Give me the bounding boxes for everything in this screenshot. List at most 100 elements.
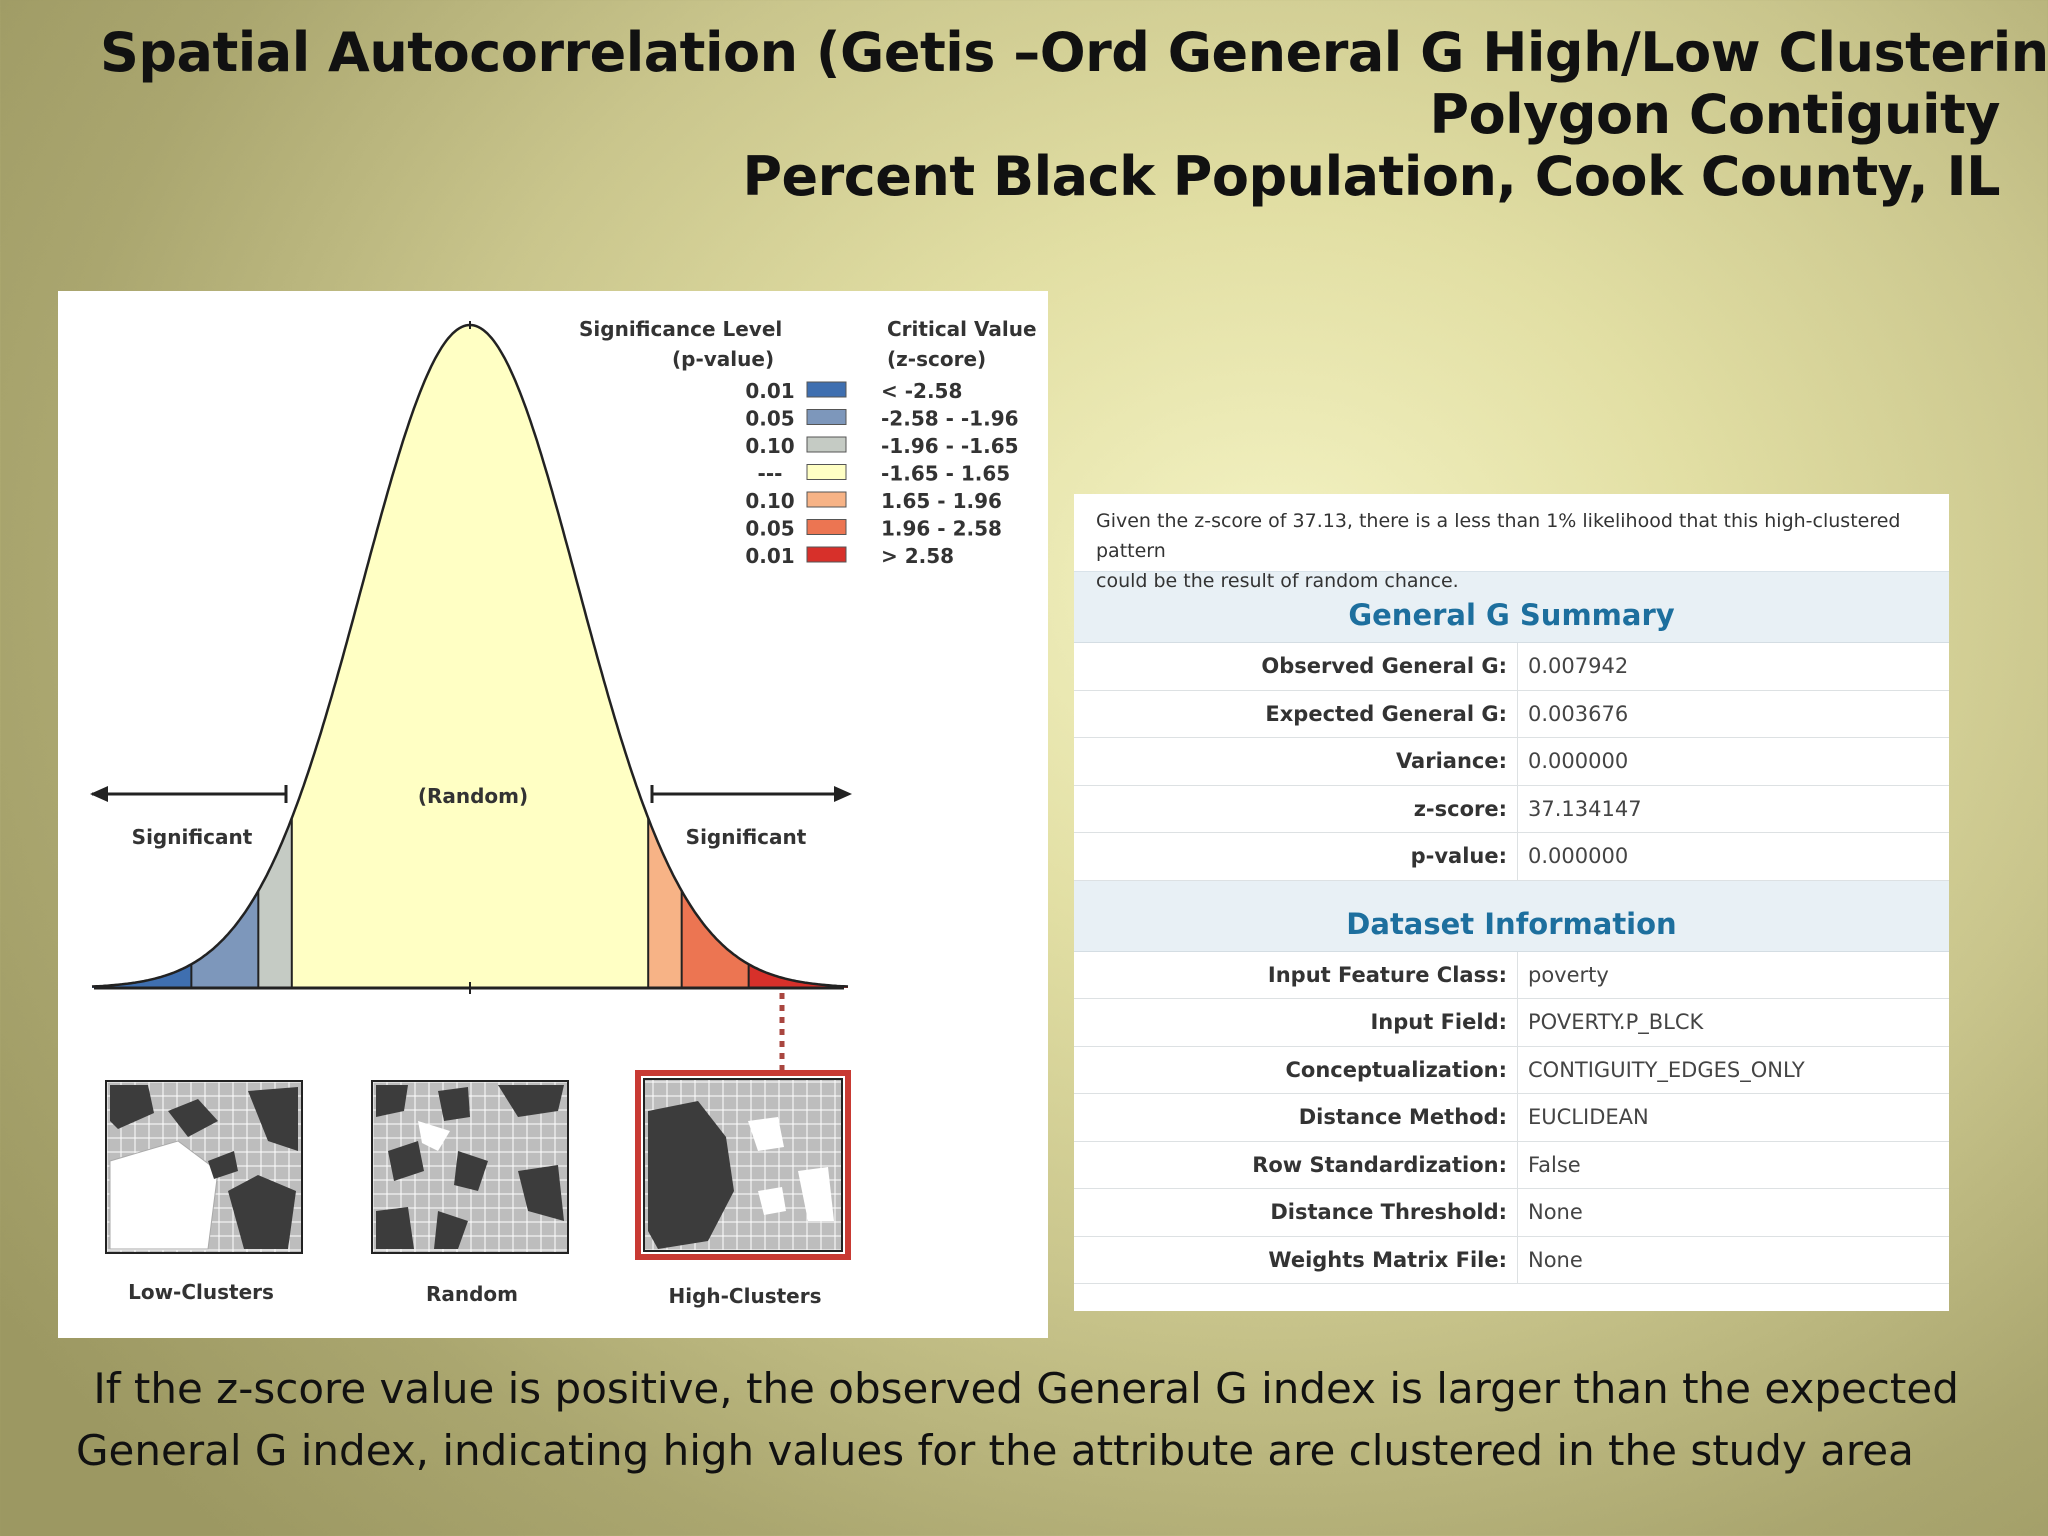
dataset-key: Row Standardization: [1074, 1141, 1518, 1188]
dataset-value: False [1528, 1152, 1581, 1177]
thumbnail-low-clusters [105, 1080, 303, 1254]
summary-key: Expected General G: [1074, 690, 1518, 737]
dataset-key: Input Field: [1074, 999, 1518, 1046]
summary-key: p-value: [1074, 833, 1518, 880]
legend-z-score: 1.65 - 1.96 [881, 489, 1002, 513]
dataset-table: Input Feature Class: poverty Input Field: P… [1074, 951, 1949, 1284]
general-g-report: Given the z-score of 37.13, there is a l… [1074, 494, 1949, 1311]
thumbnail-high-clusters [635, 1070, 851, 1260]
legend-z-score: -2.58 - -1.96 [881, 407, 1019, 431]
title-line-2: Polygon Contiguity [1429, 83, 2001, 146]
right-arrow [650, 785, 852, 803]
dataset-row: Input Feature Class: poverty [1074, 951, 1949, 999]
title-line-1: Spatial Autocorrelation (Getis –Ord Gene… [100, 21, 2048, 84]
slide-title: Spatial Autocorrelation (Getis –Ord Gene… [100, 21, 2048, 208]
legend-row: 0.01 > 2.58 [745, 544, 954, 568]
dataset-key: Weights Matrix File: [1074, 1236, 1518, 1283]
summary-row: z-score: 37.134147 [1074, 785, 1949, 833]
legend-swatch [806, 546, 847, 563]
summary-value: 0.007942 [1528, 654, 1629, 678]
thumbnail-random-label: Random [426, 1282, 518, 1306]
summary-value: 0.000000 [1528, 844, 1629, 868]
thumbnail-high-label: High-Clusters [668, 1284, 821, 1308]
legend-p-value: 0.10 [745, 489, 794, 513]
dataset-row: Distance Method: EUCLIDEAN [1074, 1094, 1949, 1142]
legend-z-score: -1.65 - 1.65 [881, 462, 1010, 486]
summary-row: Observed General G: 0.007942 [1074, 643, 1949, 691]
legend-header-crit: Critical Value [887, 317, 1037, 341]
legend-swatch [806, 519, 847, 535]
summary-value: 0.000000 [1528, 749, 1629, 773]
significant-left-label: Significant [132, 825, 253, 849]
summary-row: Variance: 0.000000 [1074, 738, 1949, 786]
dataset-value: None [1528, 1200, 1583, 1224]
random-label: (Random) [418, 784, 528, 808]
dataset-row: Distance Threshold: None [1074, 1189, 1949, 1237]
curve-band-dividers [190, 818, 750, 988]
dataset-value: poverty [1528, 962, 1609, 987]
significant-right-label: Significant [686, 825, 807, 849]
thumbnail-random [371, 1080, 569, 1254]
legend-swatch [806, 409, 847, 425]
legend-p-value: --- [758, 462, 783, 486]
curve-band [681, 325, 749, 988]
legend-row: 0.05 1.96 - 2.58 [745, 517, 1002, 541]
title-line-3: Percent Black Population, Cook County, I… [742, 145, 2000, 208]
summary-value: 0.003676 [1528, 701, 1629, 726]
legend-swatch [806, 436, 847, 453]
curve-band [291, 325, 649, 988]
dataset-value: CONTIGUITY_EDGES_ONLY [1528, 1057, 1805, 1082]
summary-heading: General G Summary [1074, 572, 1949, 643]
legend-swatch [806, 491, 847, 508]
legend-z-score: > 2.58 [881, 544, 954, 568]
legend-row: 0.01 < -2.58 [745, 379, 962, 403]
legend-row: 0.10 1.65 - 1.96 [745, 489, 1002, 513]
slide-caption: If the z-score value is positive, the ob… [76, 1358, 1980, 1482]
summary-value: 37.134147 [1528, 796, 1642, 821]
report-intro: Given the z-score of 37.13, there is a l… [1074, 494, 1949, 592]
curve-band [191, 325, 259, 988]
dataset-row: Conceptualization: CONTIGUITY_EDGES_ONLY [1074, 1046, 1949, 1094]
legend-p-value: 0.05 [745, 517, 794, 541]
dataset-row: Input Field: POVERTY.P_BLCK [1074, 999, 1949, 1047]
legend-swatch [806, 464, 847, 480]
summary-row: Expected General G: 0.003676 [1074, 690, 1949, 738]
legend-p-value: 0.05 [745, 407, 794, 431]
legend-row: --- -1.65 - 1.65 [758, 462, 1011, 486]
legend-z-score: < -2.58 [881, 379, 962, 403]
legend-header-crit-sub: (z-score) [887, 347, 986, 371]
dataset-value: POVERTY.P_BLCK [1528, 1010, 1704, 1034]
dataset-value: None [1528, 1247, 1583, 1272]
summary-row: p-value: 0.000000 [1074, 833, 1949, 881]
dataset-key: Distance Method: [1074, 1094, 1518, 1141]
caption-line-1: If the z-score value is positive, the ob… [80, 1364, 1959, 1413]
legend-z-score: -1.96 - -1.65 [881, 434, 1019, 458]
left-arrow [90, 785, 288, 803]
dataset-key: Input Feature Class: [1074, 951, 1518, 998]
legend-p-value: 0.01 [745, 544, 794, 568]
legend-row: 0.10 -1.96 - -1.65 [745, 434, 1018, 458]
dataset-heading: Dataset Information [1074, 880, 1949, 952]
dataset-row: Weights Matrix File: None [1074, 1236, 1949, 1284]
legend-p-value: 0.01 [745, 379, 794, 403]
legend-z-score: 1.96 - 2.58 [881, 517, 1002, 541]
thumbnail-low-label: Low-Clusters [128, 1280, 274, 1304]
summary-key: Observed General G: [1074, 643, 1518, 690]
dataset-row: Row Standardization: False [1074, 1141, 1949, 1189]
report-intro-line-1: Given the z-score of 37.13, there is a l… [1096, 510, 1901, 562]
legend-swatch [806, 381, 847, 398]
significance-legend: 0.01 < -2.58 0.05 -2.58 - -1.96 0.10 -1.96 - … [745, 379, 1018, 568]
summary-key: Variance: [1074, 738, 1518, 785]
legend-header-sig: Significance Level [579, 317, 782, 341]
curve-band [92, 325, 192, 988]
dataset-key: Distance Threshold: [1074, 1189, 1518, 1236]
dataset-value: EUCLIDEAN [1528, 1105, 1649, 1129]
caption-line-2: General G index, indicating high values … [76, 1426, 1914, 1475]
summary-key: z-score: [1074, 785, 1518, 832]
summary-table: Observed General G: 0.007942 Expected Gene… [1074, 643, 1949, 881]
dataset-key: Conceptualization: [1074, 1046, 1518, 1093]
legend-header-sig-sub: (p-value) [672, 347, 774, 371]
legend-row: 0.05 -2.58 - -1.96 [745, 407, 1018, 431]
normal-distribution-diagram: (Random) Significant Significant Signifi… [58, 291, 1048, 1338]
legend-p-value: 0.10 [745, 434, 794, 458]
